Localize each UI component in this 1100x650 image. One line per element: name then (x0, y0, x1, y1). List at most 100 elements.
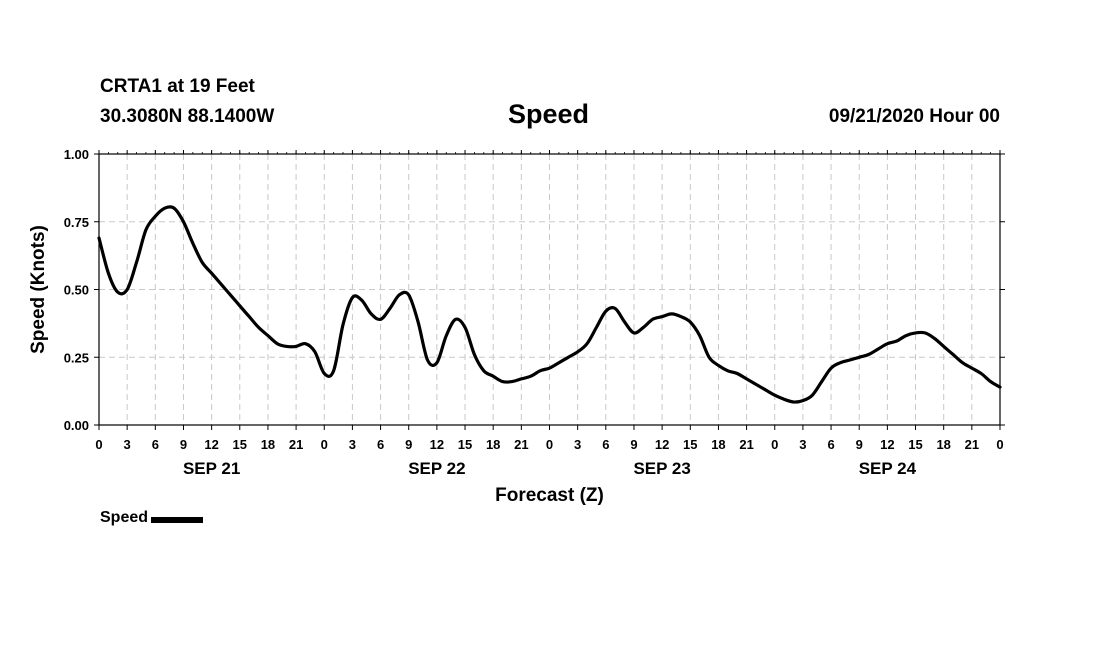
x-tick-label: 6 (152, 437, 159, 452)
data-point (596, 327, 597, 328)
data-point (202, 262, 203, 263)
axis-labels: 0 3 6 9 12 15 18 21 0 3 6 9 12 15 18 21 0 3 6 9 12 15 18 21 0 3 6 9… (28, 147, 1004, 506)
data-point (615, 308, 616, 309)
data-point (145, 229, 146, 230)
day-label: SEP 21 (183, 459, 240, 478)
data-point (849, 359, 850, 360)
data-point (465, 327, 466, 328)
y-tick-label: 1.00 (64, 147, 89, 162)
x-tick-label: 12 (880, 437, 894, 452)
x-tick-label: 18 (711, 437, 725, 452)
x-tick-label: 0 (996, 437, 1003, 452)
data-point (643, 327, 644, 328)
data-point (784, 399, 785, 400)
data-point (474, 354, 475, 355)
x-tick-label: 3 (574, 437, 581, 452)
x-tick-label: 12 (655, 437, 669, 452)
data-point (483, 370, 484, 371)
data-point (1000, 387, 1001, 388)
forecast-datetime: 09/21/2020 Hour 00 (828, 106, 1000, 127)
data-point (418, 322, 419, 323)
data-point (568, 357, 569, 358)
data-point (511, 381, 512, 382)
data-point (155, 216, 156, 217)
data-point (324, 373, 325, 374)
data-point (709, 357, 710, 358)
data-point (953, 354, 954, 355)
data-point (924, 332, 925, 333)
data-point (258, 327, 259, 328)
data-point (718, 365, 719, 366)
data-point (887, 343, 888, 344)
x-tick-label: 9 (630, 437, 637, 452)
x-tick-label: 18 (486, 437, 500, 452)
station-label: CRTA1 at 19 Feet (100, 76, 255, 97)
data-point (267, 335, 268, 336)
data-point (981, 373, 982, 374)
data-point (530, 376, 531, 377)
data-point (765, 389, 766, 390)
legend-label: Speed (100, 509, 149, 526)
data-point (802, 400, 803, 401)
data-point (877, 349, 878, 350)
data-point (352, 297, 353, 298)
data-point (286, 346, 287, 347)
x-tick-label: 0 (546, 437, 553, 452)
x-tick-label: 15 (458, 437, 472, 452)
data-point (859, 357, 860, 358)
data-point (624, 322, 625, 323)
plot-frame (98, 153, 1001, 426)
x-tick-label: 9 (180, 437, 187, 452)
data-point (305, 343, 306, 344)
data-point (455, 319, 456, 320)
data-point (587, 343, 588, 344)
grid (99, 154, 1000, 425)
y-tick-label: 0.75 (64, 215, 89, 230)
data-point (831, 368, 832, 369)
data-point (314, 351, 315, 352)
data-point (699, 335, 700, 336)
data-point (277, 343, 278, 344)
data-point (192, 243, 193, 244)
x-tick-label: 6 (602, 437, 609, 452)
x-tick-label: 0 (771, 437, 778, 452)
x-tick-label: 21 (289, 437, 303, 452)
x-tick-label: 0 (321, 437, 328, 452)
data-point (427, 359, 428, 360)
series-layer (97, 205, 1002, 404)
data-point (690, 322, 691, 323)
data-point (380, 319, 381, 320)
data-point (774, 395, 775, 396)
x-axis-title: Forecast (Z) (495, 485, 604, 506)
data-point (399, 294, 400, 295)
x-tick-label: 9 (405, 437, 412, 452)
data-point (174, 208, 175, 209)
data-point (793, 401, 794, 402)
data-point (605, 311, 606, 312)
data-point (371, 313, 372, 314)
data-point (108, 273, 109, 274)
data-point (971, 368, 972, 369)
data-point (446, 335, 447, 336)
y-axis-title: Speed (Knots) (28, 225, 49, 354)
chart-title: Speed (508, 99, 590, 129)
data-point (333, 370, 334, 371)
data-point (990, 381, 991, 382)
data-point (671, 313, 672, 314)
data-point (502, 381, 503, 382)
data-point (211, 273, 212, 274)
data-point (361, 300, 362, 301)
data-point (296, 346, 297, 347)
data-point (633, 332, 634, 333)
data-point (662, 316, 663, 317)
day-label: SEP 23 (633, 459, 690, 478)
data-point (577, 351, 578, 352)
data-point (249, 316, 250, 317)
x-tick-label: 15 (683, 437, 697, 452)
data-point (906, 335, 907, 336)
x-tick-label: 9 (856, 437, 863, 452)
data-point (943, 346, 944, 347)
x-tick-label: 15 (233, 437, 247, 452)
data-point (136, 262, 137, 263)
